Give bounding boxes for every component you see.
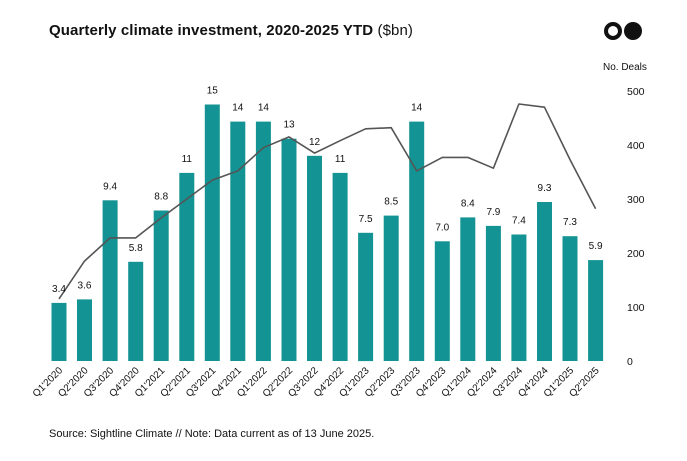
bar-18 (511, 234, 527, 361)
bar-7 (230, 121, 246, 361)
chart-title: Quarterly climate investment, 2020-2025 … (49, 22, 413, 39)
bar-10 (307, 155, 322, 361)
logo-solid-dot (624, 22, 642, 40)
bar-value-label: 7.0 (435, 222, 449, 233)
bar-13 (383, 215, 399, 361)
source-note: Source: Sightline Climate // Note: Data … (49, 428, 375, 440)
bar-15 (434, 241, 450, 361)
bar-value-label: 14 (411, 103, 423, 114)
bar-19 (537, 202, 552, 361)
bar-value-label: 14 (258, 103, 270, 114)
bar-value-label: 3.4 (52, 284, 66, 295)
bar-value-label: 5.8 (129, 243, 143, 254)
bar-value-label: 13 (283, 120, 295, 131)
bar-5 (179, 172, 195, 361)
y2-tick-label: 0 (627, 356, 633, 368)
bar-value-label: 15 (207, 86, 219, 97)
bar-14 (409, 121, 425, 361)
bar-21 (588, 260, 604, 361)
bar-1 (77, 299, 92, 361)
bar-value-label: 9.3 (538, 183, 552, 194)
bar-4 (153, 210, 169, 361)
right-axis-title: No. Deals (603, 62, 647, 73)
bar-12 (358, 232, 374, 362)
two-dot-logo-icon (604, 22, 646, 40)
y2-tick-label: 500 (627, 86, 645, 98)
bar-9 (281, 138, 297, 361)
bar-value-label: 8.5 (384, 197, 398, 208)
bar-value-label: 8.4 (461, 198, 475, 209)
bar-value-label: 9.4 (103, 181, 117, 192)
bar-value-label: 7.4 (512, 216, 526, 227)
deals-line (58, 103, 597, 300)
bar-value-label: 11 (182, 154, 193, 165)
bar-3 (128, 261, 144, 361)
bar-value-label: 3.6 (78, 280, 92, 291)
bar-17 (485, 225, 501, 361)
bar-value-label: 8.8 (154, 192, 168, 203)
bar-value-label: 7.9 (486, 207, 500, 218)
chart-title-text: Quarterly climate investment, 2020-2025 … (49, 22, 374, 39)
bar-11 (332, 172, 348, 361)
chart-title-unit: ($bn) (377, 22, 413, 39)
bar-value-label: 12 (309, 137, 321, 148)
bar-value-label: 14 (232, 103, 244, 114)
y2-tick-label: 400 (627, 140, 645, 152)
y2-tick-label: 100 (627, 302, 645, 314)
y2-tick-label: 200 (627, 248, 645, 260)
bar-2 (102, 200, 118, 361)
bar-value-label: 5.9 (589, 241, 603, 252)
bar-8 (255, 121, 271, 361)
logo-ring-dot (604, 22, 622, 40)
y2-tick-label: 300 (627, 194, 645, 206)
bar-value-label: 11 (335, 154, 346, 165)
bar-value-label: 7.5 (359, 214, 373, 225)
bar-16 (460, 217, 476, 361)
bar-20 (562, 236, 578, 361)
bar-6 (204, 104, 220, 361)
bar-0 (51, 302, 67, 361)
bar-value-label: 7.3 (563, 217, 577, 228)
